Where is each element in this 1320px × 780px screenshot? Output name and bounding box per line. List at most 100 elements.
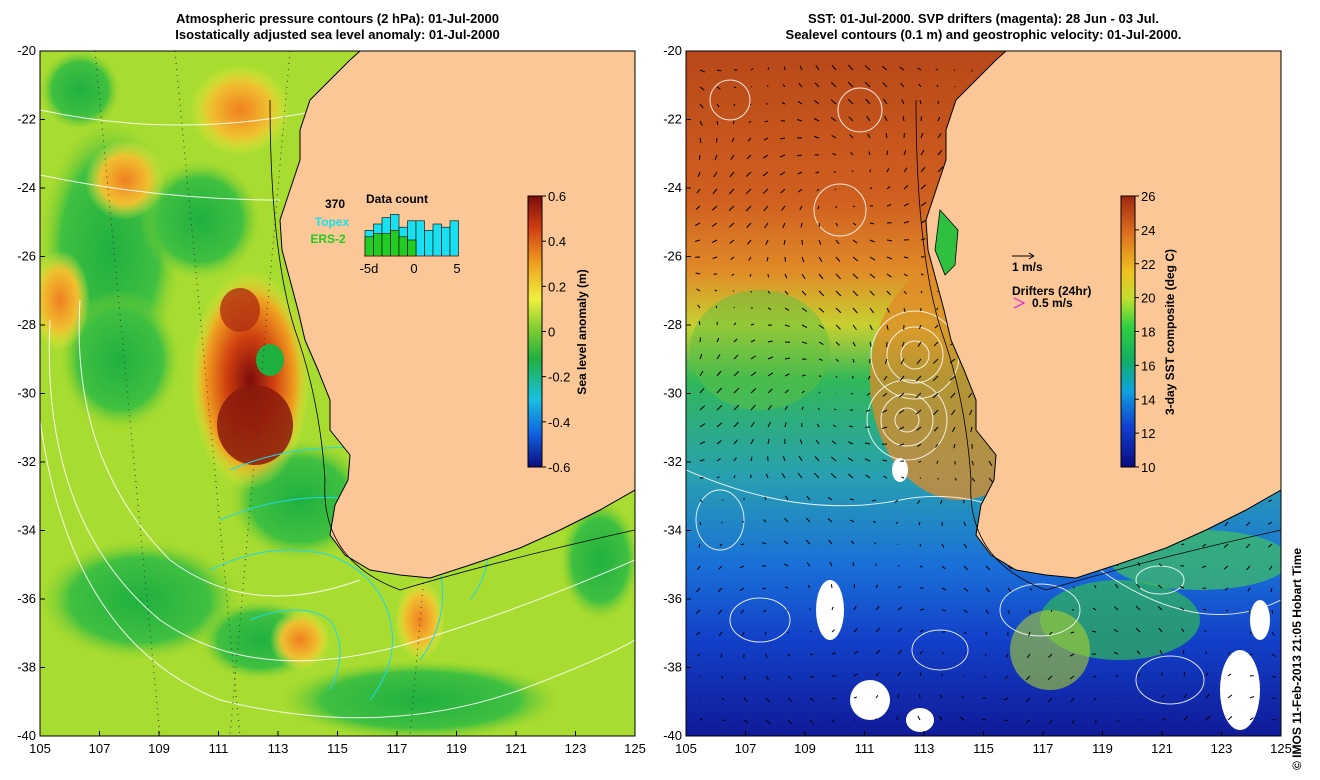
y-tick-label: -38 (17, 660, 36, 675)
right-map-land (925, 51, 1281, 579)
sst-colorbar-tick: 18 (1141, 325, 1155, 340)
sla-colorbar-tick: 0 (548, 325, 555, 340)
y-tick-label: -40 (17, 728, 36, 743)
left-title-line2: Isostatically adjusted sea level anomaly… (175, 27, 500, 42)
x-tick-label: 107 (735, 741, 757, 756)
drifters-legend-scale: 0.5 m/s (1032, 296, 1073, 310)
topex-count-bar (449, 220, 459, 257)
x-tick-label: 123 (1211, 741, 1233, 756)
y-tick-label: -28 (17, 317, 36, 332)
data-count-x-tick: 5 (453, 261, 460, 276)
x-tick-label: 109 (148, 741, 170, 756)
y-tick-label: -32 (663, 454, 682, 469)
right-map (686, 51, 1281, 736)
topex-count-bar (424, 230, 434, 257)
data-count-title: Data count (366, 192, 428, 206)
sla-colorbar-tick: -0.4 (548, 415, 570, 430)
x-tick-label: 113 (268, 741, 289, 756)
sst-colorbar-tick: 20 (1141, 291, 1155, 306)
y-tick-label: -24 (17, 180, 36, 195)
x-tick-label: 119 (446, 741, 467, 756)
ers2-count-bar (381, 233, 391, 257)
sst-colorbar-tick: 24 (1141, 223, 1155, 238)
x-tick-label: 115 (327, 741, 348, 756)
x-tick-label: 119 (1092, 741, 1113, 756)
ers2-count-bar (364, 236, 374, 257)
velocity-legend: 1 m/s (1012, 252, 1043, 274)
data-count-ers2-label: ERS-2 (310, 232, 346, 246)
sst-colorbar-tick: 12 (1141, 426, 1155, 441)
ers2-count-bar (373, 233, 383, 257)
y-tick-label: -32 (17, 454, 36, 469)
x-tick-label: 107 (89, 741, 111, 756)
sla-colorbar: 0.6 0.4 0.2 0 -0.2 -0.4 -0.6 Sea level anomaly… (527, 189, 589, 475)
x-tick-label: 125 (1270, 741, 1292, 756)
y-tick-label: -26 (663, 249, 682, 264)
sst-colorbar-tick: 10 (1141, 460, 1155, 475)
velocity-legend-label: 1 m/s (1012, 260, 1043, 274)
x-tick-label: 105 (29, 741, 51, 756)
y-tick-label: -30 (17, 386, 36, 401)
y-tick-label: -34 (663, 523, 682, 538)
sst-colorbar: 26 24 22 20 18 16 14 12 10 3-day SST composite (… (1120, 189, 1177, 475)
sst-colorbar-tick: 22 (1141, 257, 1155, 272)
sla-colorbar-tick: -0.6 (548, 460, 570, 475)
x-tick-label: 123 (565, 741, 587, 756)
data-count-topex-label: Topex (315, 215, 350, 229)
sla-colorbar-tick: -0.2 (548, 370, 570, 385)
y-tick-label: -28 (663, 317, 682, 332)
y-tick-label: -38 (663, 660, 682, 675)
sla-colorbar-tick: 0.2 (548, 279, 566, 294)
sst-colorbar-tick: 26 (1141, 189, 1155, 204)
y-tick-label: -36 (663, 591, 682, 606)
data-count-x-tick: -5d (360, 261, 379, 276)
credit-text: © IMOS 11-Feb-2013 21:05 Hobart Time (1290, 547, 1304, 770)
sst-colorbar-ramp (1120, 195, 1136, 468)
sla-colorbar-tick: 0.4 (548, 234, 566, 249)
topex-count-bar (415, 220, 425, 257)
x-tick-label: 105 (675, 741, 697, 756)
x-tick-label: 117 (387, 741, 408, 756)
y-tick-label: -26 (17, 249, 36, 264)
sst-colorbar-tick: 16 (1141, 358, 1155, 373)
x-tick-label: 121 (505, 741, 527, 756)
x-tick-label: 117 (1033, 741, 1054, 756)
sst-colorbar-label: 3-day SST composite (deg C) (1163, 249, 1177, 415)
data-count-total: 370 (325, 197, 345, 211)
data-count-x-tick: 0 (410, 261, 417, 276)
left-title-line1: Atmospheric pressure contours (2 hPa): 0… (176, 11, 499, 26)
x-tick-label: 125 (624, 741, 646, 756)
sla-colorbar-tick: 0.6 (548, 189, 566, 204)
topex-count-bar (441, 226, 451, 257)
right-title-line1: SST: 01-Jul-2000. SVP drifters (magenta)… (808, 11, 1159, 26)
x-tick-label: 113 (914, 741, 935, 756)
y-tick-label: -36 (17, 591, 36, 606)
y-tick-label: -20 (663, 43, 682, 58)
y-tick-label: -40 (663, 728, 682, 743)
y-tick-label: -24 (663, 180, 682, 195)
x-tick-label: 115 (973, 741, 994, 756)
ers2-count-bar (407, 239, 417, 257)
y-tick-label: -22 (17, 112, 36, 127)
x-tick-label: 109 (794, 741, 816, 756)
topex-count-bar (432, 223, 442, 257)
left-map (40, 51, 635, 736)
left-map-land (279, 51, 635, 579)
y-tick-label: -22 (663, 112, 682, 127)
sla-colorbar-ramp (527, 195, 543, 468)
drifters-legend-title: Drifters (24hr) (1012, 284, 1091, 298)
ers2-count-bar (390, 230, 400, 257)
data-count-inset: 370 Data count Topex ERS-2 -5d 0 5 (310, 192, 460, 276)
x-tick-label: 111 (209, 741, 229, 756)
drifters-legend: Drifters (24hr) 0.5 m/s (1012, 284, 1091, 310)
ers2-count-bar (398, 236, 408, 257)
y-tick-label: -34 (17, 523, 36, 538)
x-tick-label: 121 (1151, 741, 1173, 756)
x-tick-label: 111 (855, 741, 875, 756)
y-tick-label: -30 (663, 386, 682, 401)
right-title-line2: Sealevel contours (0.1 m) and geostrophi… (785, 27, 1182, 42)
left-title: Atmospheric pressure contours (2 hPa): 0… (40, 11, 635, 43)
sla-colorbar-label: Sea level anomaly (m) (575, 269, 589, 394)
right-title: SST: 01-Jul-2000. SVP drifters (magenta)… (686, 11, 1281, 43)
